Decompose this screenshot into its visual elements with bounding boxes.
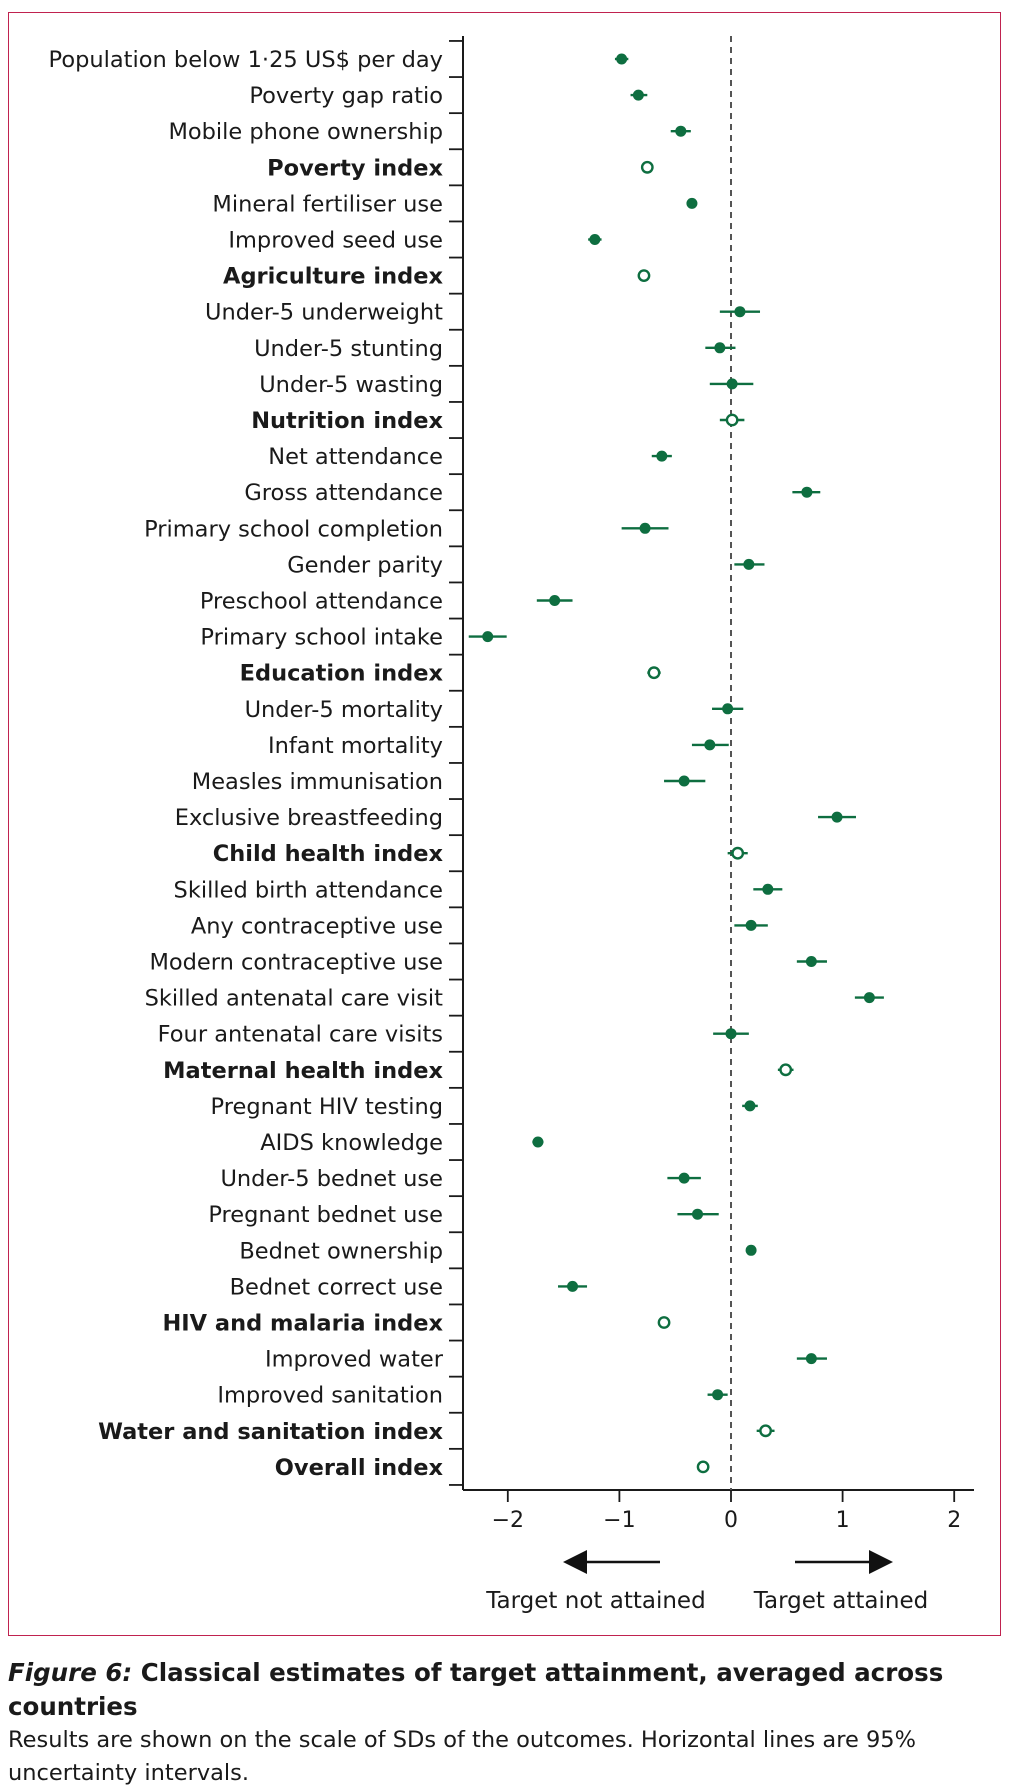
estimate-marker [745,1244,757,1256]
caption-title-text: Classical estimates of target attainment… [8,1658,944,1721]
estimate-marker [692,1208,704,1220]
estimate-marker [743,558,755,570]
index-estimate-marker [647,666,661,680]
index-estimate-marker [779,1063,793,1077]
index-estimate-marker [637,269,651,282]
index-label: Agriculture index [223,264,443,290]
indicator-label: Under-5 underweight [205,300,443,326]
indicator-label: Skilled antenatal care visit [145,986,444,1012]
index-label: Child health index [213,841,444,867]
indicator-label: Skilled birth attendance [174,877,443,903]
estimate-marker [831,811,843,823]
estimate-marker [639,522,651,534]
indicator-label: Improved seed use [228,228,443,254]
x-tick-label: 1 [836,1508,850,1533]
indicator-label: Primary school intake [200,625,443,651]
index-label: Poverty index [267,155,443,181]
estimate-marker [678,1172,690,1184]
index-estimate-marker [725,413,739,427]
estimate-marker [567,1280,579,1292]
indicator-label: Under-5 wasting [259,372,443,398]
indicator-label: Exclusive breastfeeding [175,805,443,831]
indicator-label: Bednet ownership [239,1238,443,1264]
estimate-marker [704,739,716,751]
estimate-marker [714,342,726,354]
estimate-marker [616,53,628,65]
indicator-label: Pregnant bednet use [208,1202,443,1228]
x-tick-label: 2 [947,1508,961,1533]
index-estimate-marker [731,846,745,860]
estimate-marker [589,234,601,245]
estimate-marker [678,775,690,787]
caption-title: Figure 6: Classical estimates of target … [8,1656,1003,1724]
figure-caption: Figure 6: Classical estimates of target … [8,1656,1003,1790]
index-label: Overall index [275,1455,444,1481]
estimate-marker [744,1100,756,1112]
index-estimate-marker [640,160,654,174]
indicator-label: Gender parity [287,552,443,578]
estimate-marker [722,703,734,715]
estimate-marker [762,883,774,895]
indicator-label: Pregnant HIV testing [211,1094,443,1120]
forest-plot: Population below 1·25 US$ per day Poverty… [49,36,974,1614]
estimate-marker [532,1136,544,1148]
estimate-marker [712,1389,724,1401]
estimate-marker [805,1353,817,1365]
x-tick-label: 0 [724,1508,738,1533]
indicator-label: Mineral fertiliser use [212,191,443,217]
row-labels: Population below 1·25 US$ per day Poverty… [49,47,444,1481]
target-not-attained-label: Target not attained [485,1588,705,1614]
caption-body: Results are shown on the scale of SDs of… [8,1727,916,1786]
indicator-label: Bednet correct use [230,1274,443,1300]
indicator-label: Preschool attendance [200,589,443,615]
indicator-label: Infant mortality [268,733,443,759]
indicator-label: Net attendance [268,444,443,470]
estimate-marker [805,956,817,967]
indicator-label: Gross attendance [244,480,443,506]
indicator-label: AIDS knowledge [260,1130,443,1156]
figure-frame [8,12,1001,1636]
left-arrow-icon [563,1550,587,1574]
indicator-label: Poverty gap ratio [249,83,443,109]
index-estimate-marker [657,1316,671,1329]
index-estimate-marker [759,1424,772,1438]
estimate-marker [686,197,698,209]
indicator-label: Modern contraceptive use [149,950,443,976]
index-label: Nutrition index [251,408,443,434]
data-marks [468,53,884,1474]
estimate-marker [632,89,644,101]
estimate-marker [549,595,561,606]
estimate-marker [725,1028,737,1040]
indicator-label: Improved sanitation [217,1383,443,1409]
estimate-marker [656,450,668,462]
index-label: Maternal health index [163,1058,443,1084]
estimate-marker [482,631,494,643]
right-arrow-icon [869,1550,893,1574]
estimate-marker [726,378,738,390]
index-label: Education index [240,661,444,687]
indicator-label: Mobile phone ownership [168,119,443,145]
indicator-label: Measles immunisation [192,769,443,795]
x-tick-label: −1 [603,1508,635,1533]
caption-figure-label: Figure 6: [8,1658,133,1687]
axes: −2 −1 0 1 2 Target not attained Target attaine… [449,36,974,1614]
indicator-label: Population below 1·25 US$ per day [49,47,443,73]
index-estimate-marker [696,1460,710,1474]
estimate-marker [675,125,687,137]
index-label: Water and sanitation index [98,1419,443,1445]
indicator-label: Improved water [265,1347,444,1373]
indicator-label: Under-5 stunting [254,336,443,362]
x-tick-label: −2 [492,1508,524,1533]
estimate-marker [745,919,757,931]
estimate-marker [863,992,875,1004]
index-label: HIV and malaria index [162,1311,443,1337]
indicator-label: Under-5 bednet use [220,1166,443,1192]
indicator-label: Under-5 mortality [245,697,443,723]
indicator-label: Four antenatal care visits [158,1022,443,1048]
target-attained-label: Target attained [753,1588,928,1614]
estimate-marker [801,486,813,498]
estimate-marker [734,306,746,318]
indicator-label: Any contraceptive use [191,913,443,939]
indicator-label: Primary school completion [144,516,443,542]
